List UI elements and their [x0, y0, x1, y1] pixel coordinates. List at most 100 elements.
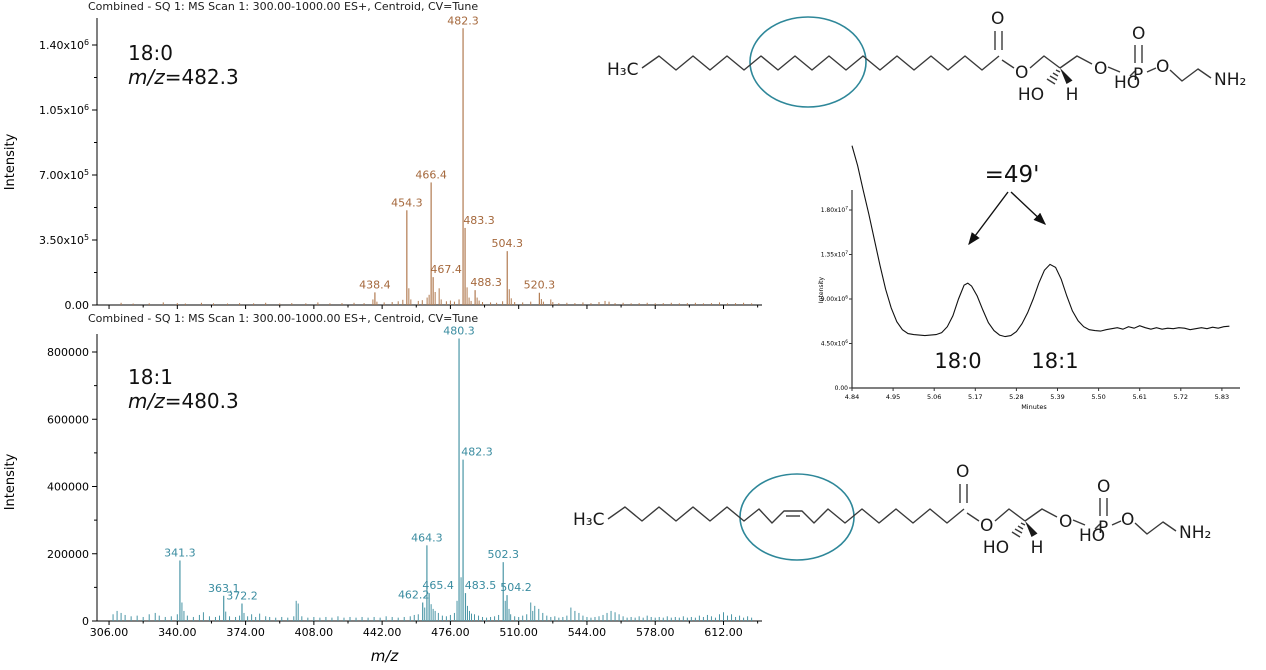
highlight-ellipse-saturated-chain — [749, 16, 867, 108]
tick-label: 5.72 — [1174, 393, 1188, 401]
bond — [1111, 520, 1122, 526]
peak-label: 363.1 — [208, 582, 240, 595]
hash-wedge — [1014, 528, 1023, 534]
bond — [1107, 66, 1121, 73]
solid-wedge — [1060, 68, 1073, 84]
atom-label-ho-phosphate: HO — [1114, 73, 1140, 93]
axis-tick-label: 0.00 — [65, 299, 90, 312]
tick-label: 442.00 — [363, 626, 402, 639]
peaks: 438.4 454.3 466.4 467.4 482.3 483.3 488.3 504.3… — [120, 14, 753, 305]
axis-tick-label: 0 — [82, 615, 89, 628]
atom-label-p: P — [1133, 65, 1143, 85]
peak-label: 488.3 — [470, 276, 502, 289]
peak-label: 464.3 — [411, 531, 443, 544]
peak-label-18-0: 18:0 — [934, 349, 981, 373]
species-annotation: 18:1 — [128, 365, 173, 389]
tick-label: 510.00 — [499, 626, 538, 639]
hash-wedge — [1049, 75, 1058, 81]
ethanolamine-chain — [1134, 521, 1177, 535]
axis-tick-label: 600000 — [47, 413, 89, 426]
atom-label-carbonyl-o: O — [991, 9, 1004, 29]
structure-18-0: H₃C O O HO H O HO P O O NH₂ — [607, 9, 1246, 108]
tick-label: 306.00 — [90, 626, 129, 639]
tick-label: 408.00 — [295, 626, 334, 639]
hash-wedge — [1017, 525, 1024, 530]
y-axis-title: Intensity — [3, 453, 18, 510]
axis-tick-label: 1.35x107 — [821, 250, 849, 258]
peak-label: 504.3 — [491, 237, 523, 250]
x-axis-title: m/z — [371, 647, 400, 665]
peak-label: 504.2 — [500, 581, 532, 594]
y-axis-title: Intensity — [3, 133, 18, 190]
peak-label: 502.3 — [487, 548, 519, 561]
atom-label-ester-o: O — [1015, 63, 1028, 83]
atom-label-bridge-o: O — [1156, 57, 1169, 77]
atom-label-phosphate-o: O — [1132, 24, 1145, 44]
atom-label-h3c: H₃C — [607, 60, 638, 80]
glycerol-bond — [1059, 55, 1093, 69]
atom-label-h: H — [1066, 85, 1079, 105]
tick-label: 5.39 — [1050, 393, 1064, 401]
solid-wedge — [1025, 521, 1038, 537]
peak-label: 480.3 — [443, 325, 475, 338]
hash-wedge — [1052, 72, 1059, 77]
annotation-arrow-right — [1010, 191, 1047, 225]
tick-label: 4.84 — [845, 393, 859, 401]
atom-label-bridge-o: O — [1121, 510, 1134, 530]
atom-label-carbonyl-o: O — [956, 462, 969, 482]
peak-label: 462.2 — [398, 589, 430, 602]
bond — [1094, 523, 1101, 530]
peak-label: 520.3 — [524, 279, 556, 292]
delta-annotation: =49' — [985, 162, 1040, 188]
mz-annotation: m/z=480.3 — [128, 389, 239, 413]
peak-label: 372.2 — [226, 590, 258, 603]
tick-label: 5.83 — [1215, 393, 1229, 401]
atom-label-nh2: NH₂ — [1214, 70, 1246, 90]
chromatogram-inset: 1.80x107 1.35x107 9.00x106 4.50x106 0.004.84… — [818, 145, 1240, 411]
hash-wedge — [1055, 69, 1061, 73]
peak-label: 438.4 — [359, 278, 391, 291]
axis-tick-label: 800000 — [47, 346, 89, 359]
peak-label: 465.4 — [422, 579, 454, 592]
glycerol-bond — [1029, 55, 1061, 69]
axis-tick-label: 1.05x106 — [39, 103, 89, 117]
peak-label: 466.4 — [415, 168, 447, 181]
bond — [1146, 67, 1157, 73]
atom-label-ester-o: O — [980, 516, 993, 536]
glycerol-bond — [994, 508, 1026, 522]
axis-tick-label: 3.50x105 — [39, 233, 89, 247]
annotation-arrow-left — [968, 191, 1009, 246]
peak-label: 483.3 — [463, 214, 495, 227]
spectrum-18-0-plot: Combined - SQ 1: MS Scan 1: 300.00-1000.… — [3, 0, 762, 312]
ethanolamine-chain — [1169, 68, 1212, 82]
atom-label-phosphate-o: O — [1097, 477, 1110, 497]
axis-tick-label: 1.40x106 — [39, 38, 89, 52]
alkyl-chain-with-cis-double-bond — [607, 506, 965, 524]
structure-18-1: H₃C O O HO H O HO P O O NH₂ — [573, 462, 1211, 561]
tick-label: 4.95 — [886, 393, 900, 401]
atom-label-o: O — [1094, 59, 1107, 79]
atom-label-o: O — [1059, 512, 1072, 532]
axis-tick-label: 7.00x105 — [39, 168, 89, 182]
tick-label: 5.17 — [968, 393, 982, 401]
tick-label: 5.50 — [1091, 393, 1105, 401]
hash-wedge — [1046, 78, 1056, 85]
tick-label: 476.00 — [431, 626, 470, 639]
atom-label-p: P — [1098, 518, 1108, 538]
atom-label-nh2: NH₂ — [1179, 523, 1211, 543]
peak-label: 482.3 — [447, 14, 479, 27]
atom-label-h: H — [1031, 538, 1044, 558]
bond — [966, 512, 980, 522]
spectrum-18-1-plot: Combined - SQ 1: MS Scan 1: 300.00-1000.… — [3, 312, 762, 665]
plot-title: Combined - SQ 1: MS Scan 1: 300.00-1000.… — [88, 0, 478, 13]
hash-wedge — [1020, 522, 1026, 526]
peak-label-18-1: 18:1 — [1031, 349, 1078, 373]
peak-label: 341.3 — [164, 546, 196, 559]
y-axis-title: Intensity — [818, 276, 825, 303]
tick-label: 374.00 — [226, 626, 265, 639]
tick-label: 5.06 — [927, 393, 941, 401]
plot-title: Combined - SQ 1: MS Scan 1: 300.00-1000.… — [88, 312, 478, 325]
axis-tick-label: 9.00x106 — [821, 295, 849, 303]
